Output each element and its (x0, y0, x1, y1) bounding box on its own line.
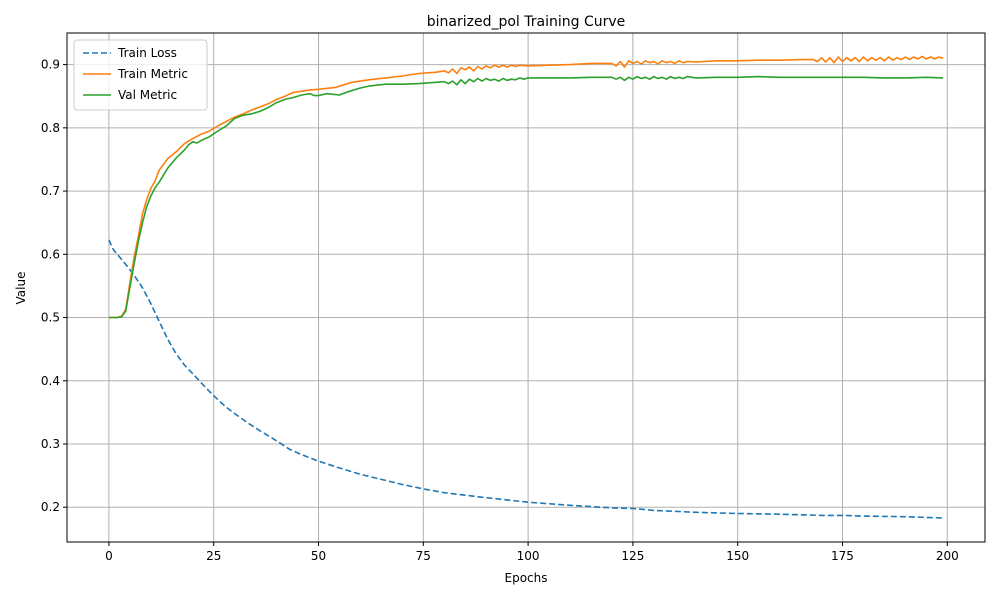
legend-label: Train Metric (117, 67, 188, 81)
legend: Train Loss Train Metric Val Metric (73, 39, 208, 111)
chart-title: binarized_pol Training Curve (427, 14, 626, 30)
y-tick-label: 0.4 (41, 374, 60, 388)
series-lines (108, 55, 944, 519)
ticks: 0 25 50 75 100 125 150 175 200 0.2 0.3 0.4 0.5 0.6 0.7… (41, 58, 959, 563)
series-line-train-metric (108, 55, 944, 319)
plot-frame (66, 32, 986, 543)
y-tick-label: 0.7 (41, 184, 60, 198)
legend-label: Val Metric (118, 88, 177, 102)
x-tick-label: 150 (726, 549, 749, 563)
x-tick-label: 175 (831, 549, 854, 563)
y-tick-label: 0.3 (41, 437, 60, 451)
legend-label: Train Loss (117, 46, 177, 60)
x-tick-label: 50 (311, 549, 326, 563)
x-axis-label: Epochs (505, 571, 548, 585)
series-line-train-loss (108, 239, 944, 519)
y-tick-label: 0.2 (41, 500, 60, 514)
y-axis-label: Value (14, 272, 28, 305)
x-tick-label: 200 (936, 549, 959, 563)
x-tick-label: 25 (206, 549, 221, 563)
y-tick-label: 0.6 (41, 247, 60, 261)
x-tick-label: 0 (105, 549, 113, 563)
legend-box (73, 39, 208, 111)
y-tick-label: 0.8 (41, 121, 60, 135)
x-tick-label: 100 (517, 549, 540, 563)
grid (67, 33, 985, 542)
x-tick-label: 125 (621, 549, 644, 563)
y-tick-label: 0.5 (41, 311, 60, 325)
series-line-val-metric (108, 75, 944, 319)
x-tick-label: 75 (416, 549, 431, 563)
y-tick-label: 0.9 (41, 58, 60, 72)
